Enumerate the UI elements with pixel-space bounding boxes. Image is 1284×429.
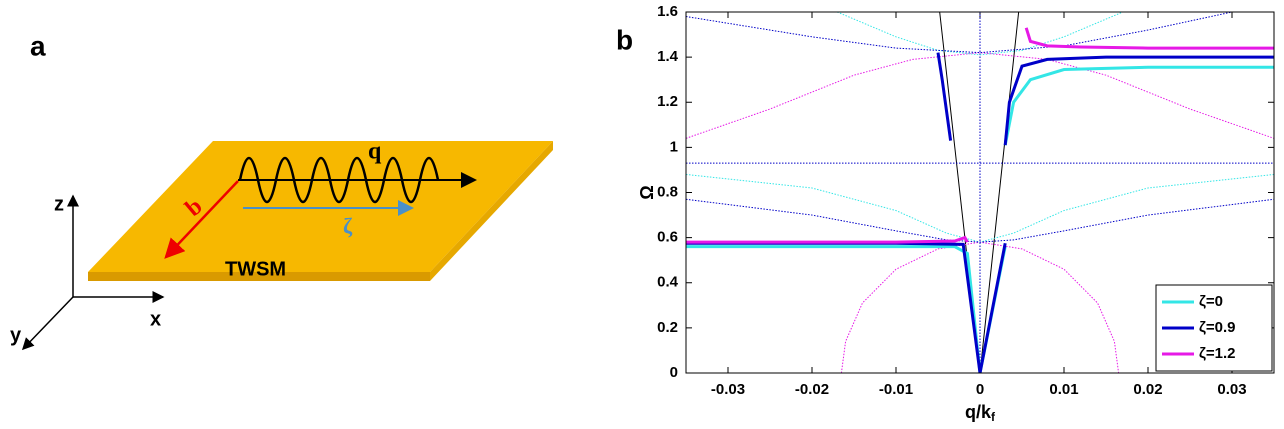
y-tick-label: 1.6 — [657, 3, 678, 20]
reference-curve — [686, 52, 1274, 139]
legend-label: ζ=0 — [1199, 293, 1223, 310]
panel-label: a — [30, 30, 46, 61]
y-tick-label: 0 — [670, 364, 678, 381]
y-tick-label: 0.6 — [657, 229, 678, 246]
x-axis-label-sub: f — [991, 410, 996, 424]
reference-curve — [686, 12, 1233, 54]
x-tick-label: 0 — [976, 381, 984, 398]
plate-side — [430, 141, 553, 281]
reference-curve — [686, 198, 1274, 243]
x-axis-label-main: q/k — [965, 402, 992, 422]
reference-curve — [939, 12, 1020, 373]
legend-label: ζ=0.9 — [1199, 319, 1236, 336]
wave-label: q — [368, 139, 382, 165]
plot-area — [686, 12, 1274, 373]
reference-curve — [837, 12, 1123, 56]
x-tick-label: 0.01 — [1049, 381, 1078, 398]
axes-box — [685, 11, 1275, 374]
legend-label: ζ=1.2 — [1199, 345, 1236, 362]
x-axis-label: q/kf — [965, 402, 996, 424]
y-tick-label: 1 — [670, 138, 678, 155]
legend: ζ=0 ζ=0.9 ζ=1.2 — [1155, 284, 1273, 372]
x-tick-label: 0.02 — [1133, 381, 1162, 398]
z-label: z — [54, 193, 64, 215]
y-tick-label: 1.2 — [657, 93, 678, 110]
y-tick-label: 1.4 — [657, 48, 679, 65]
y-axis — [21, 296, 74, 351]
x-tick-label: -0.02 — [795, 381, 829, 398]
x-tick-label: 0.03 — [1217, 381, 1246, 398]
plate-front — [88, 272, 430, 281]
x-label: x — [150, 308, 161, 330]
x-tick-label: -0.01 — [879, 381, 913, 398]
b-arrow — [164, 180, 239, 259]
y-tick-label: 0.4 — [657, 274, 679, 291]
wave — [238, 157, 440, 203]
series-line — [686, 27, 1274, 244]
panel-a: a q b ζ TWSM z x y — [10, 30, 553, 351]
plate-top — [88, 141, 553, 272]
zeta-label: ζ — [343, 213, 353, 238]
material-label: TWSM — [225, 258, 286, 280]
y-tick-label: 0.2 — [657, 319, 678, 336]
y-label: y — [10, 324, 22, 346]
panel-b: b 0 0.2 0.4 0.6 0.8 1 1.2 1.4 1.6 -0.03 -0.02 -0.01… — [616, 3, 1275, 424]
y-axis-label: Ω — [637, 185, 657, 199]
x-tick-label: -0.03 — [711, 381, 745, 398]
y-tick-label: 0.8 — [657, 183, 678, 200]
panel-label: b — [616, 24, 633, 55]
